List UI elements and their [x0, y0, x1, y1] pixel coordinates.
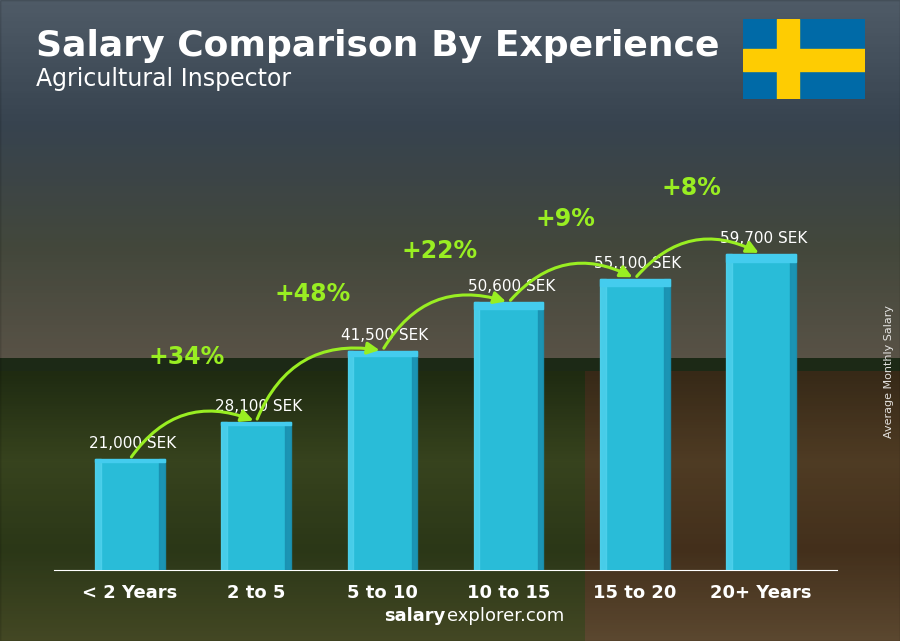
- Bar: [221, 422, 227, 570]
- Text: 55,100 SEK: 55,100 SEK: [594, 256, 681, 271]
- Text: +22%: +22%: [401, 239, 477, 263]
- Bar: [347, 351, 353, 570]
- Bar: [790, 254, 796, 570]
- Text: 21,000 SEK: 21,000 SEK: [89, 437, 176, 451]
- Text: 41,500 SEK: 41,500 SEK: [341, 328, 428, 343]
- Text: salary: salary: [384, 607, 446, 625]
- Text: +48%: +48%: [274, 281, 351, 306]
- Text: +9%: +9%: [536, 207, 596, 231]
- Text: 50,600 SEK: 50,600 SEK: [468, 279, 555, 294]
- Bar: [474, 303, 480, 570]
- FancyBboxPatch shape: [726, 254, 796, 570]
- Bar: [726, 254, 732, 570]
- Bar: [600, 279, 606, 570]
- Bar: [221, 422, 291, 426]
- Bar: [411, 351, 417, 570]
- Bar: [95, 459, 101, 570]
- FancyBboxPatch shape: [600, 279, 670, 570]
- FancyBboxPatch shape: [347, 351, 417, 570]
- FancyBboxPatch shape: [95, 459, 165, 570]
- FancyBboxPatch shape: [743, 19, 865, 99]
- Text: Average Monthly Salary: Average Monthly Salary: [884, 305, 894, 438]
- Bar: [347, 351, 417, 356]
- Bar: [538, 303, 544, 570]
- Bar: [285, 422, 291, 570]
- Text: Salary Comparison By Experience: Salary Comparison By Experience: [36, 29, 719, 63]
- Text: +34%: +34%: [148, 345, 225, 369]
- Text: Agricultural Inspector: Agricultural Inspector: [36, 67, 291, 91]
- Bar: [664, 279, 670, 570]
- Bar: [474, 303, 544, 309]
- Text: 59,700 SEK: 59,700 SEK: [720, 231, 807, 246]
- Text: +8%: +8%: [662, 176, 722, 199]
- Text: explorer.com: explorer.com: [447, 607, 564, 625]
- Bar: [600, 279, 670, 286]
- Bar: [95, 459, 165, 462]
- Text: 28,100 SEK: 28,100 SEK: [215, 399, 302, 413]
- Bar: [743, 49, 865, 71]
- FancyBboxPatch shape: [474, 303, 544, 570]
- Bar: [726, 254, 796, 262]
- FancyBboxPatch shape: [221, 422, 291, 570]
- Bar: [778, 19, 799, 99]
- Bar: [159, 459, 165, 570]
